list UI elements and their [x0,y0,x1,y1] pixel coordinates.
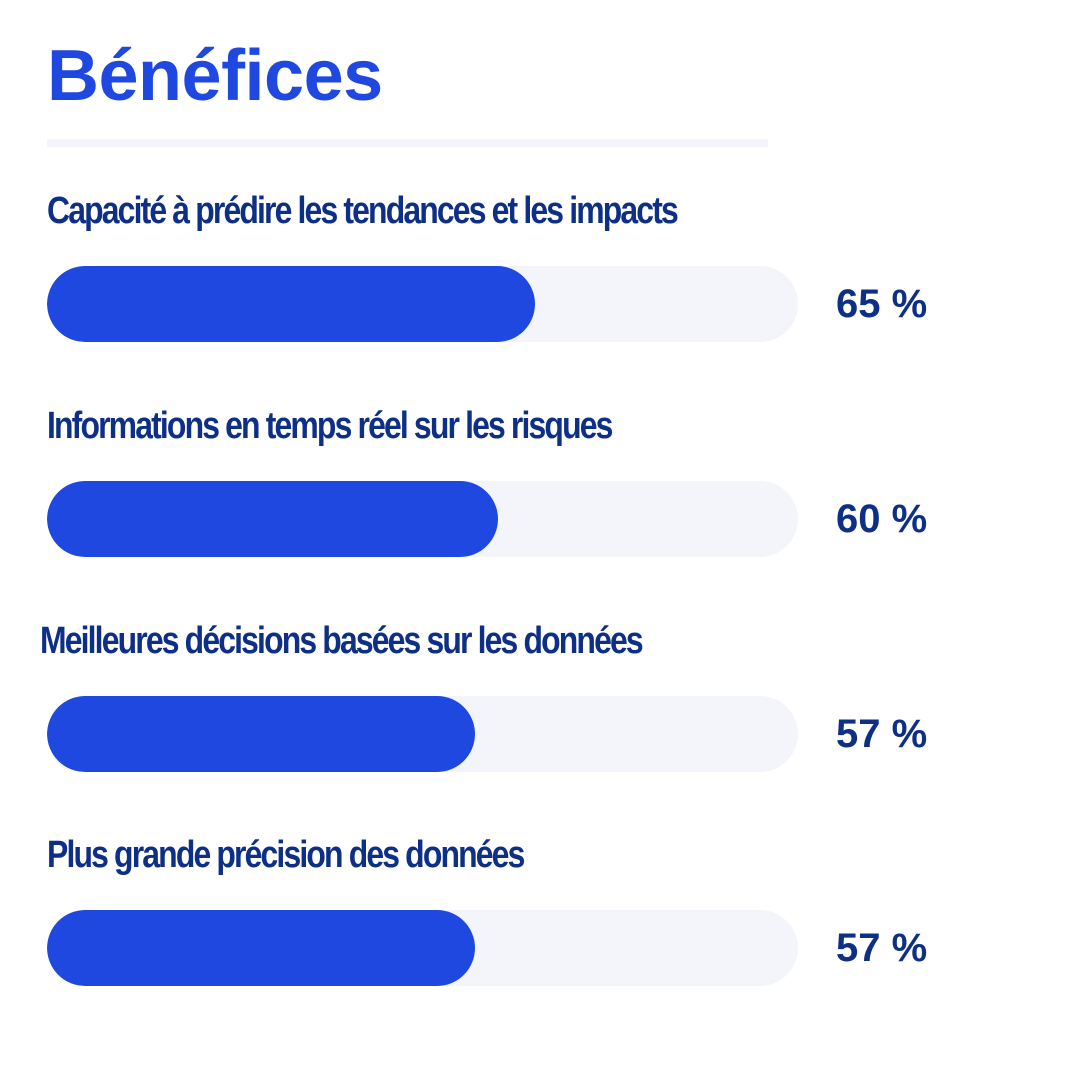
bar-track [47,481,798,557]
value-label: 57 % [836,712,928,756]
bar-track [47,696,798,772]
benefit-label: Plus grande précision des données [47,834,525,876]
benefit-label: Meilleures décisions basées sur les donn… [40,620,644,662]
benefit-row: Plus grande précision des données 57 % [0,832,1081,1032]
benefit-label: Capacité à prédire les tendances et les … [47,190,679,232]
bar-fill [47,266,535,342]
value-label: 57 % [836,926,928,970]
value-label: 65 % [836,282,928,326]
benefit-row: Informations en temps réel sur les risqu… [0,403,1081,603]
benefit-row: Capacité à prédire les tendances et les … [0,188,1081,388]
value-label: 60 % [836,497,928,541]
bar-track [47,266,798,342]
benefit-row: Meilleures décisions basées sur les donn… [0,618,1081,818]
bar-fill [47,696,475,772]
page-title: Bénéfices [47,36,383,116]
benefit-label: Informations en temps réel sur les risqu… [47,405,613,447]
bar-fill [47,481,498,557]
bar-track [47,910,798,986]
bar-fill [47,910,475,986]
title-divider [47,139,768,147]
